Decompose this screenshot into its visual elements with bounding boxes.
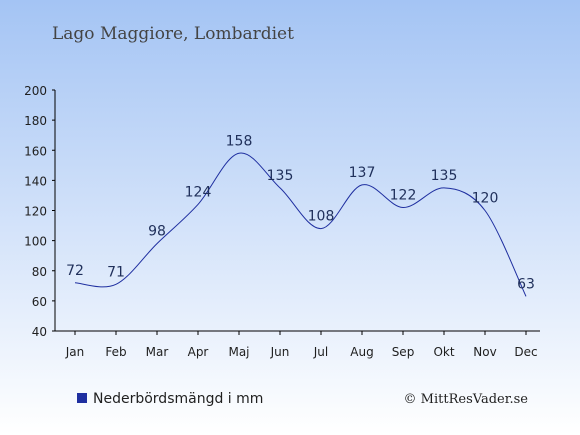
y-tick-label: 200: [24, 84, 47, 98]
data-label: 63: [517, 276, 535, 292]
series-line: [74, 152, 527, 297]
x-tick-label: Jan: [65, 345, 85, 359]
y-ticks: 40 60 80 100 120 140 160 180 200: [24, 84, 55, 339]
data-label: 158: [226, 133, 253, 149]
data-label: 71: [107, 264, 125, 280]
x-tick-label: Maj: [228, 345, 249, 359]
y-tick-label: 180: [24, 114, 47, 128]
x-tick-label: Nov: [473, 345, 496, 359]
data-label: 108: [308, 209, 335, 225]
y-tick-label: 160: [24, 144, 47, 158]
x-ticks: Jan Feb Mar Apr Maj Jun Jul Aug Sep Okt Nov Dec: [65, 331, 538, 359]
data-label: 98: [148, 224, 166, 240]
data-label: 135: [267, 168, 294, 184]
y-tick-label: 80: [32, 265, 47, 279]
x-tick-label: Jul: [313, 345, 328, 359]
legend-marker: [77, 393, 87, 403]
data-label: 72: [66, 263, 84, 279]
y-tick-label: 40: [32, 325, 47, 339]
x-tick-label: Aug: [350, 345, 373, 359]
data-label: 135: [431, 168, 458, 184]
y-tick-label: 140: [24, 174, 47, 188]
x-tick-label: Sep: [392, 345, 415, 359]
legend-label: Nederbördsmängd i mm: [93, 391, 263, 407]
x-tick-label: Dec: [514, 345, 537, 359]
y-tick-label: 100: [24, 235, 47, 249]
data-label: 137: [349, 165, 376, 181]
data-label: 120: [472, 191, 499, 207]
x-tick-label: Okt: [433, 345, 454, 359]
copyright-text: © MittResVader.se: [404, 392, 529, 407]
y-tick-label: 120: [24, 205, 47, 219]
legend: Nederbördsmängd i mm: [77, 391, 263, 407]
chart-title: Lago Maggiore, Lombardiet: [52, 24, 294, 44]
x-tick-label: Jun: [270, 345, 290, 359]
data-labels: 72 71 98 124 158 135 108 137 122 135 120 63: [66, 133, 535, 292]
x-tick-label: Feb: [105, 345, 126, 359]
data-label: 122: [390, 187, 417, 203]
y-tick-label: 60: [32, 295, 47, 309]
x-tick-label: Mar: [146, 345, 169, 359]
x-tick-label: Apr: [188, 345, 209, 359]
data-label: 124: [185, 184, 212, 200]
